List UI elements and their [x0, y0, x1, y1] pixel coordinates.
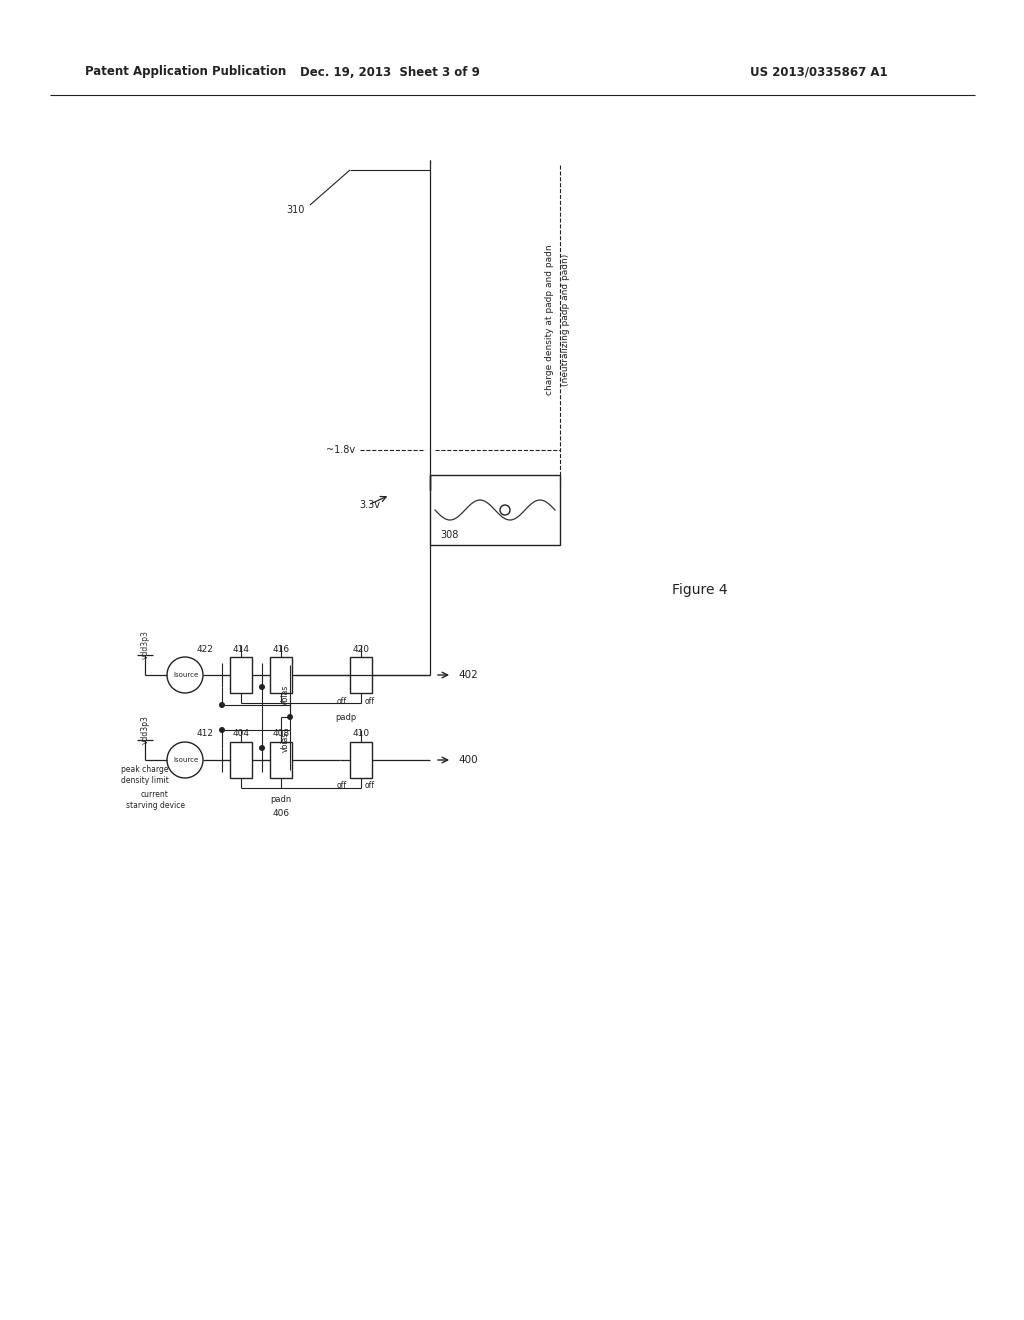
Circle shape: [287, 756, 293, 763]
Text: peak charge
density limit: peak charge density limit: [121, 766, 169, 784]
Circle shape: [259, 744, 265, 751]
Text: 3.3v: 3.3v: [359, 500, 381, 510]
Circle shape: [500, 506, 510, 515]
Bar: [230, 742, 252, 777]
Text: 310: 310: [287, 205, 305, 215]
Text: Patent Application Publication: Patent Application Publication: [85, 66, 287, 78]
Bar: [270, 742, 292, 777]
Bar: [270, 657, 292, 693]
Text: ~1.8v: ~1.8v: [326, 445, 355, 455]
Text: charge density at padp and padn: charge density at padp and padn: [546, 244, 555, 395]
Bar: [350, 657, 372, 693]
Text: Dec. 19, 2013  Sheet 3 of 9: Dec. 19, 2013 Sheet 3 of 9: [300, 66, 480, 78]
Text: 402: 402: [458, 671, 478, 680]
Text: vdd3p3: vdd3p3: [140, 715, 150, 744]
Text: 400: 400: [458, 755, 477, 766]
Circle shape: [167, 657, 203, 693]
Text: padn: padn: [270, 796, 292, 804]
Text: vbias: vbias: [281, 685, 290, 705]
Text: 420: 420: [352, 644, 370, 653]
Text: off: off: [337, 781, 347, 791]
Bar: [430, 475, 560, 545]
Circle shape: [287, 714, 293, 719]
Circle shape: [259, 684, 265, 690]
Text: 412: 412: [197, 730, 213, 738]
Circle shape: [219, 702, 225, 708]
Bar: [350, 742, 372, 777]
Circle shape: [287, 672, 293, 678]
Text: Isource: Isource: [173, 756, 199, 763]
Text: US 2013/0335867 A1: US 2013/0335867 A1: [750, 66, 888, 78]
Text: off: off: [365, 697, 375, 705]
Text: padp: padp: [335, 713, 356, 722]
Circle shape: [167, 742, 203, 777]
Text: vbias: vbias: [281, 731, 290, 752]
Text: 408: 408: [272, 730, 290, 738]
Text: 422: 422: [197, 644, 213, 653]
Text: 414: 414: [232, 644, 250, 653]
Text: off: off: [365, 781, 375, 791]
Text: Figure 4: Figure 4: [672, 583, 728, 597]
Text: 416: 416: [272, 644, 290, 653]
Text: 406: 406: [272, 808, 290, 817]
Text: vdd3p3: vdd3p3: [140, 631, 150, 660]
Text: 410: 410: [352, 730, 370, 738]
Text: 404: 404: [232, 730, 250, 738]
Text: (neutralizing padp and padn): (neutralizing padp and padn): [560, 253, 569, 387]
Circle shape: [219, 727, 225, 733]
Text: 308: 308: [440, 531, 459, 540]
Text: off: off: [337, 697, 347, 705]
Bar: [230, 657, 252, 693]
Text: current
starving device: current starving device: [126, 791, 184, 809]
Text: Isource: Isource: [173, 672, 199, 678]
